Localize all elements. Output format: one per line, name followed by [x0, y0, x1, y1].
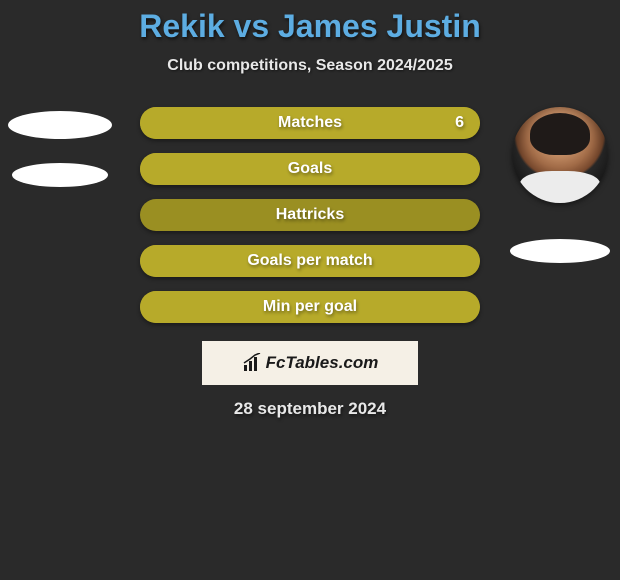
right-player-avatar	[512, 107, 608, 203]
left-player-avatar-placeholder	[8, 111, 112, 139]
left-player-club-placeholder	[12, 163, 108, 187]
left-player-column	[0, 107, 120, 187]
stat-bar-matches: Matches 6	[140, 107, 480, 139]
logo-text: FcTables.com	[266, 353, 379, 373]
stat-value-right: 6	[455, 107, 464, 139]
chart-icon	[242, 353, 262, 373]
right-player-column	[500, 107, 620, 263]
date-label: 28 september 2024	[0, 399, 620, 419]
stat-label: Min per goal	[140, 291, 480, 323]
stat-bar-hattricks: Hattricks	[140, 199, 480, 231]
subtitle: Club competitions, Season 2024/2025	[0, 57, 620, 75]
stat-bar-goals: Goals	[140, 153, 480, 185]
comparison-layout: Matches 6 Goals Hattricks Goals per matc…	[0, 107, 620, 323]
stat-bars: Matches 6 Goals Hattricks Goals per matc…	[120, 107, 500, 323]
stat-bar-gpm: Goals per match	[140, 245, 480, 277]
fctables-logo[interactable]: FcTables.com	[202, 341, 418, 385]
stat-label: Matches	[140, 107, 480, 139]
stat-bar-mpg: Min per goal	[140, 291, 480, 323]
stat-label: Goals	[140, 153, 480, 185]
stat-label: Hattricks	[140, 199, 480, 231]
page-title: Rekik vs James Justin	[0, 8, 620, 45]
stat-label: Goals per match	[140, 245, 480, 277]
right-player-club-placeholder	[510, 239, 610, 263]
